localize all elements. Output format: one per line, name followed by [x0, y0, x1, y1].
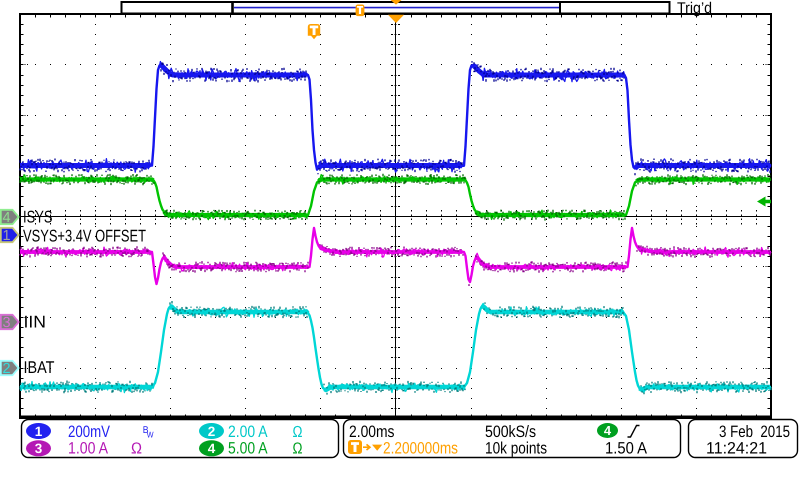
svg-text:200mV: 200mV	[68, 423, 110, 441]
svg-text:3: 3	[35, 441, 43, 456]
svg-text:Ω: Ω	[293, 441, 303, 458]
svg-text:11:24:21: 11:24:21	[706, 440, 767, 458]
svg-text:W: W	[147, 430, 154, 440]
svg-text:Ω: Ω	[293, 424, 303, 441]
svg-text:4: 4	[604, 423, 612, 438]
svg-text:IBAT: IBAT	[24, 358, 55, 377]
svg-text:1: 1	[35, 424, 43, 439]
svg-text:3: 3	[3, 315, 11, 331]
svg-text:ISYS: ISYS	[23, 208, 53, 227]
svg-text:1: 1	[3, 228, 11, 244]
svg-text:10k points: 10k points	[485, 440, 547, 458]
svg-text:4: 4	[208, 441, 216, 456]
svg-text:2: 2	[208, 424, 216, 439]
svg-text:1.00 A: 1.00 A	[68, 440, 108, 458]
svg-text:3 Feb 2015: 3 Feb 2015	[719, 423, 790, 441]
svg-text:2.00ms: 2.00ms	[349, 423, 395, 441]
svg-text:VSYS+3.4V OFFSET: VSYS+3.4V OFFSET	[23, 226, 146, 245]
svg-text:2: 2	[3, 361, 11, 377]
svg-text:5.00 A: 5.00 A	[228, 440, 268, 458]
svg-text:500kS/s: 500kS/s	[485, 423, 536, 441]
svg-text:2.200000ms: 2.200000ms	[383, 440, 458, 458]
svg-text:B: B	[143, 425, 149, 436]
svg-text:Trig’d: Trig’d	[677, 0, 712, 17]
svg-text:4: 4	[3, 210, 11, 226]
svg-text:1.50 A: 1.50 A	[605, 440, 647, 458]
svg-text:2.00 A: 2.00 A	[228, 423, 268, 441]
svg-text:Ω: Ω	[131, 441, 142, 458]
svg-text:IIN: IIN	[24, 313, 47, 332]
